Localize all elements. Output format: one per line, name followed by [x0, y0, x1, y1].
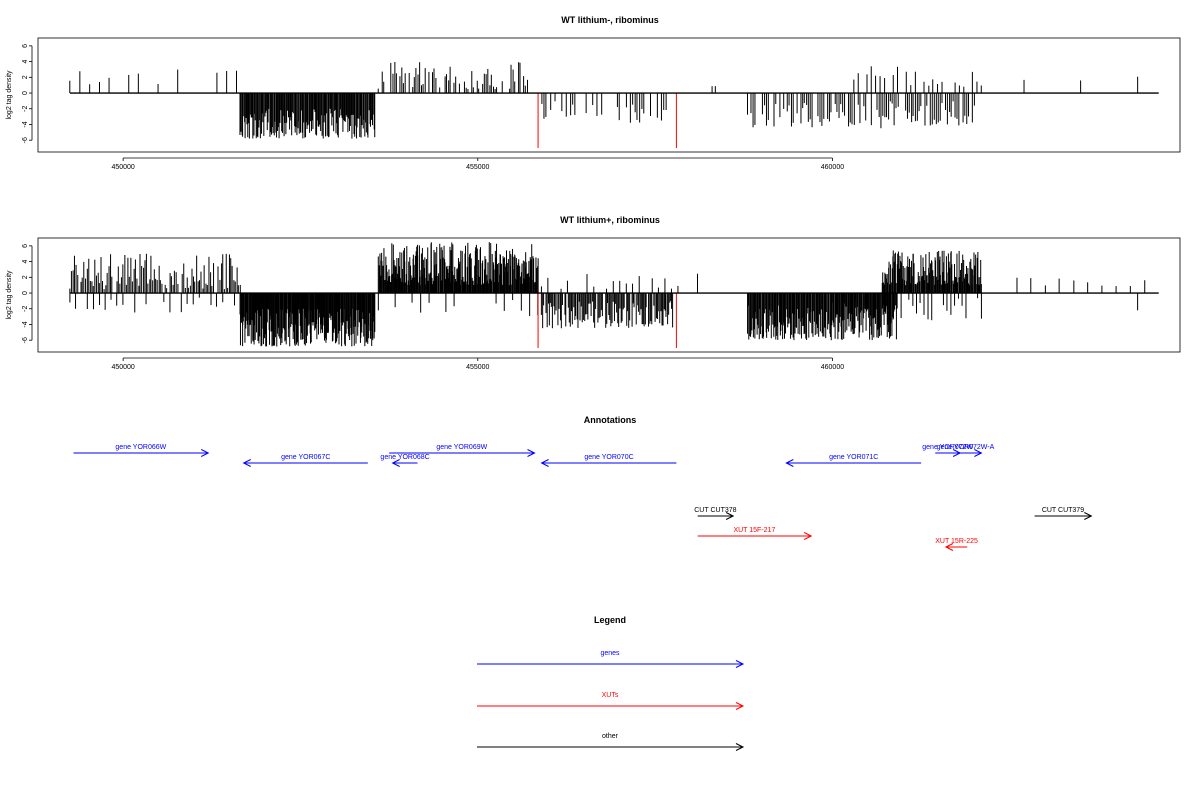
plot-frame [37, 37, 1181, 153]
track-panel-lithium-plus: WT lithium+, ribominus log2 tag density … [6, 215, 1181, 371]
y-tick-label: 0 [22, 91, 29, 95]
legend-item: genes [477, 650, 745, 668]
feature-arrowhead [1084, 512, 1093, 520]
legend-label: genes [600, 650, 620, 657]
x-tick-label: 460000 [821, 364, 844, 371]
track-panel-lithium-minus: WT lithium-, ribominus log2 tag density … [6, 15, 1181, 171]
feature-label: gene YOR068C [380, 454, 429, 461]
y-tick-label: -6 [22, 137, 29, 143]
annotation-feature: gene YOR069W [389, 444, 536, 457]
feature-arrowhead [527, 449, 536, 457]
legend-title: Legend [594, 615, 626, 625]
annotation-feature: XUT 15R-225 [935, 538, 978, 551]
x-tick-label: 455000 [466, 164, 489, 171]
y-tick-label: 2 [22, 75, 29, 79]
feature-arrowhead [540, 459, 549, 467]
feature-label: gene YOR072W [922, 444, 973, 451]
annotation-feature: CUT CUT378 [694, 507, 737, 520]
feature-label: gene YOR066W [115, 444, 166, 451]
panel-title: WT lithium+, ribominus [560, 215, 660, 225]
x-axis: 450000 455000 460000 [111, 357, 844, 371]
feature-arrowhead [242, 459, 251, 467]
y-tick-label: 6 [22, 244, 29, 248]
feature-label: gene YOR067C [281, 454, 330, 461]
annotation-feature: XUT 15F-217 [697, 527, 813, 540]
feature-label: CUT CUT379 [1042, 507, 1084, 514]
feature-arrowhead [391, 459, 400, 467]
y-tick-label: -4 [22, 121, 29, 127]
feature-label: gene YOR070C [584, 454, 633, 461]
feature-label: CUT CUT378 [694, 507, 736, 514]
y-axis-label: log2 tag density [6, 70, 13, 120]
y-tick-label: 6 [22, 44, 29, 48]
annotations-title: Annotations [584, 415, 637, 425]
x-tick-label: 450000 [111, 364, 134, 371]
x-tick-label: 460000 [821, 164, 844, 171]
y-tick-label: 4 [22, 260, 29, 264]
legend-item: XUTs [477, 692, 745, 710]
y-tick-label: 4 [22, 60, 29, 64]
annotation-feature: gene YOR072W-A [937, 444, 995, 457]
y-axis: -6 -4 -2 0 2 4 6 [22, 244, 33, 343]
feature-arrowhead [974, 449, 983, 457]
feature-label: gene YOR072W-A [937, 444, 995, 451]
annotation-feature: gene YOR070C [540, 454, 677, 467]
legend-arrowhead [735, 660, 745, 668]
y-tick-label: 0 [22, 291, 29, 295]
annotation-feature: gene YOR068C [380, 454, 430, 467]
feature-arrowhead [785, 459, 794, 467]
legend-panel: Legend genes XUTs other [477, 615, 745, 751]
legend-item: other [477, 733, 745, 751]
feature-label: XUT 15R-225 [935, 538, 978, 545]
feature-label: gene YOR069W [436, 444, 487, 451]
feature-arrowhead [201, 449, 210, 457]
feature-arrowhead [725, 512, 735, 520]
legend-label: other [602, 733, 619, 740]
bars-group [69, 61, 1159, 149]
feature-label: gene YOR071C [829, 454, 878, 461]
plot-frame [37, 237, 1181, 353]
y-tick-label: -2 [22, 106, 29, 112]
y-axis-label: log2 tag density [6, 270, 13, 320]
y-tick-label: -2 [22, 306, 29, 312]
legend-items: genes XUTs other [477, 650, 745, 751]
legend-arrowhead [735, 743, 745, 751]
annotation-feature: gene YOR071C [785, 454, 922, 467]
x-tick-label: 455000 [466, 364, 489, 371]
feature-label: XUT 15F-217 [733, 527, 775, 534]
legend-arrowhead [735, 702, 745, 710]
bars-group [69, 242, 1159, 349]
annotation-feature: gene YOR067C [242, 454, 368, 467]
x-axis: 450000 455000 460000 [111, 157, 844, 171]
panel-title: WT lithium-, ribominus [561, 15, 659, 25]
y-tick-label: -4 [22, 321, 29, 327]
annotation-features: gene YOR066W gene YOR067C gene YOR068C gene… [73, 444, 1093, 551]
feature-arrowhead [803, 532, 813, 540]
y-tick-label: -6 [22, 337, 29, 343]
y-axis: -6 -4 -2 0 2 4 6 [22, 44, 33, 143]
annotation-feature: gene YOR066W [73, 444, 210, 457]
legend-label: XUTs [602, 692, 619, 699]
y-tick-label: 2 [22, 275, 29, 279]
annotation-feature: CUT CUT379 [1034, 507, 1093, 520]
feature-arrowhead [944, 543, 954, 551]
x-tick-label: 450000 [111, 164, 134, 171]
